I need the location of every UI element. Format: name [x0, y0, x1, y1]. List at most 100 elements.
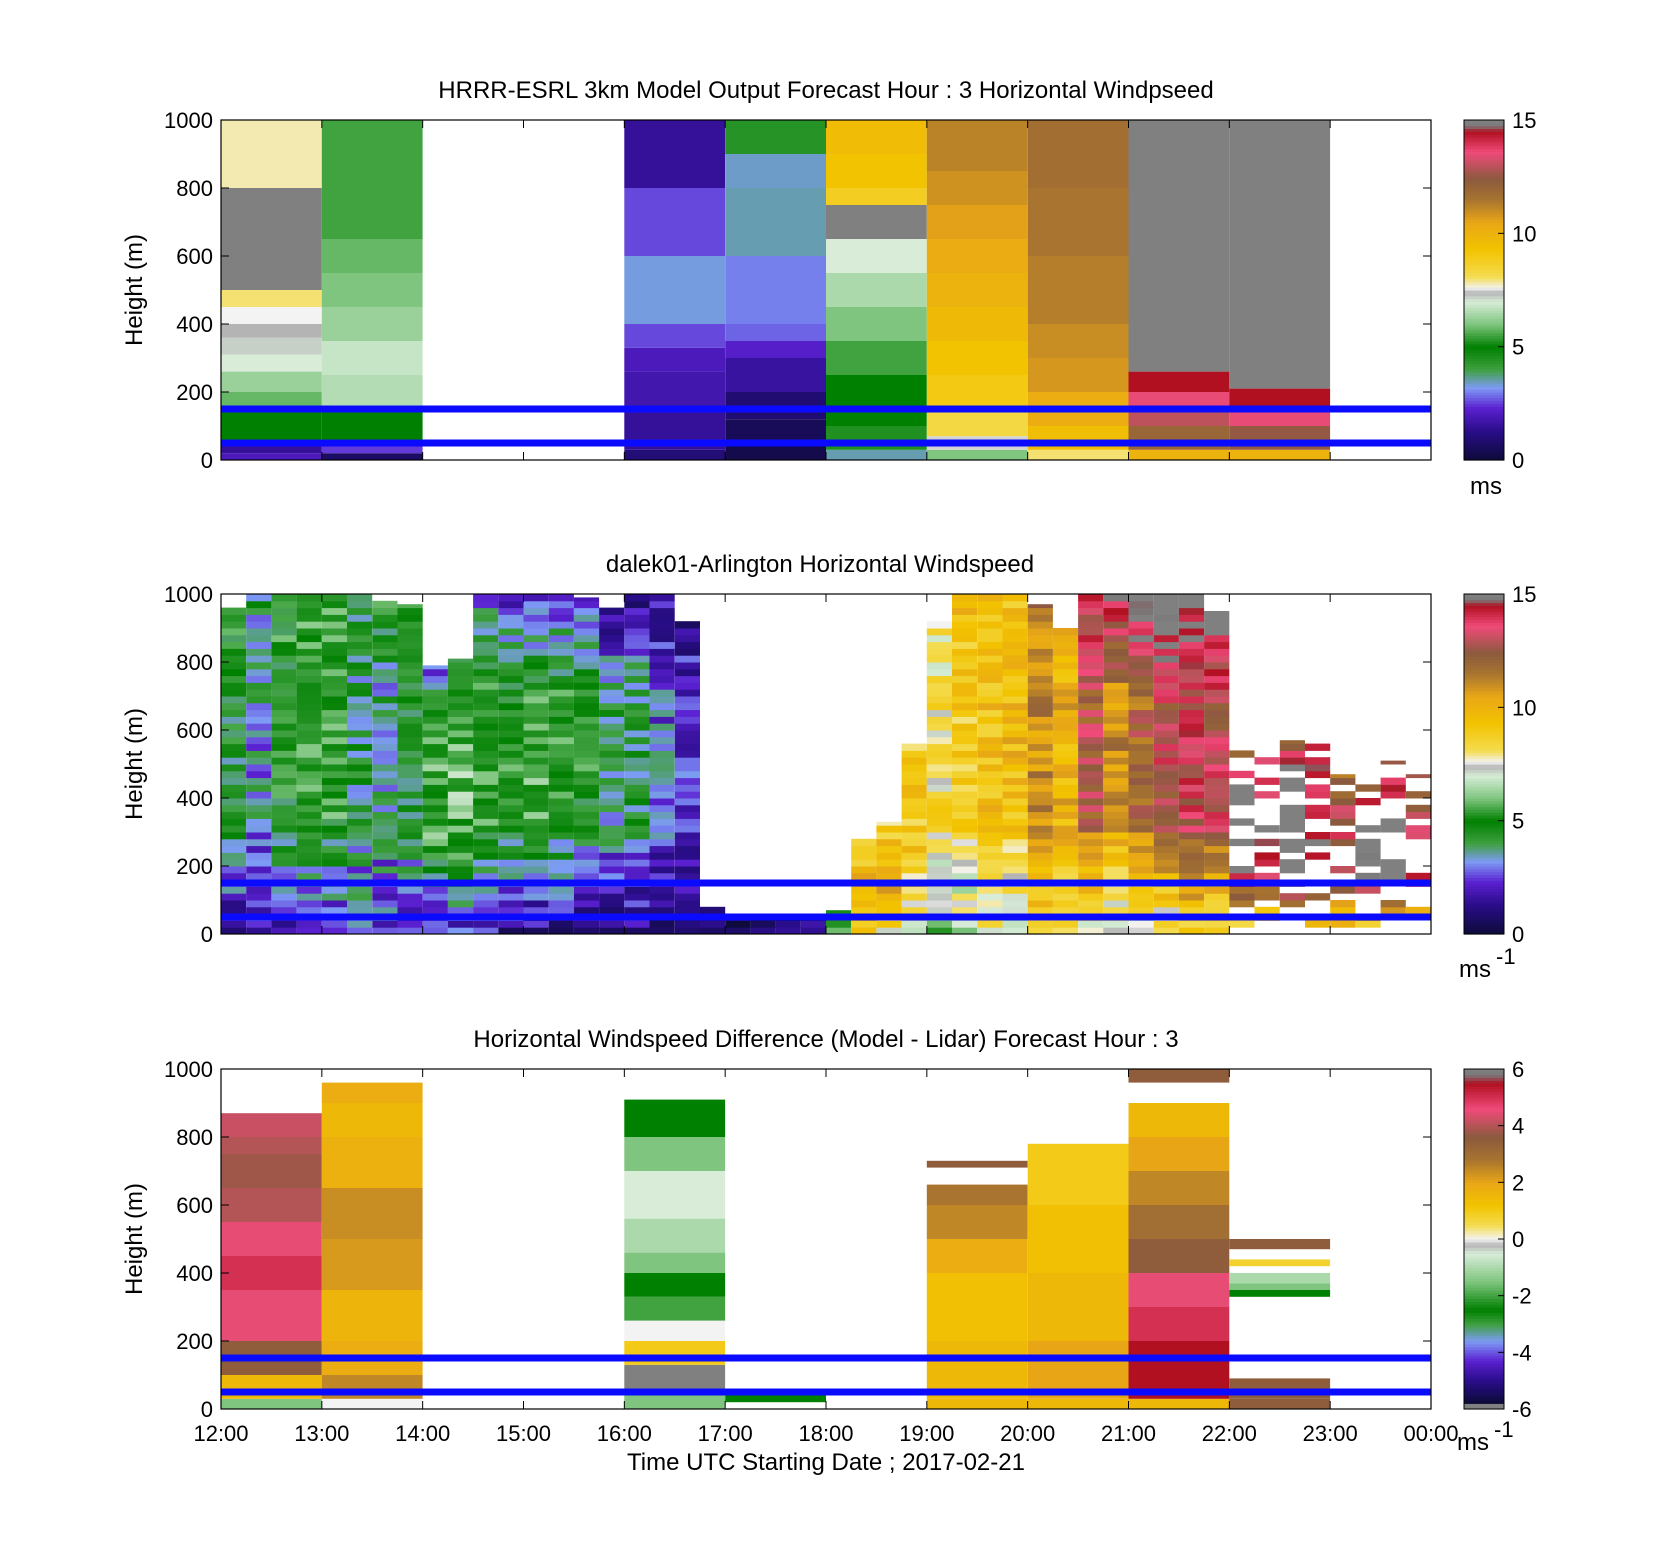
- panel-2-gate-c37-m700: [1153, 689, 1179, 697]
- panel-2-gate-c9-m440: [447, 777, 474, 785]
- panel-1-cell-c7-s4: [1128, 371, 1230, 392]
- panel-2-gate-c2-m840: [271, 641, 297, 649]
- panel-2-gate-c45-m260: [1355, 838, 1381, 847]
- panel-1-colorbar-slice-38: [1464, 349, 1504, 353]
- panel-2-gate-c32-m220: [1027, 852, 1053, 860]
- panel-1-colorbar-slice-49: [1464, 318, 1504, 322]
- panel-2-gate-c14-m540: [573, 743, 600, 751]
- panel-1-colorbar-slice-3: [1464, 448, 1504, 453]
- panel-2-gate-c17-m880: [649, 628, 675, 636]
- panel-2-gate-c5-m220: [347, 852, 373, 860]
- panel-2-gate-c18-m180: [674, 866, 700, 874]
- panel-2-gate-c8-m760: [422, 668, 448, 677]
- panel-2-gate-c0-m800: [221, 655, 247, 663]
- panel-2-gate-c2-m100: [271, 893, 297, 901]
- panel-2-gate-c12-m360: [523, 804, 549, 813]
- panel-2-gate-c18-m400: [674, 791, 700, 799]
- panel-2-gate-c11-m480: [498, 764, 524, 772]
- panel-2-gate-c13-m980: [548, 594, 574, 602]
- panel-2-gate-c3-m900: [296, 621, 322, 629]
- panel-2-gate-c33-m680: [1052, 696, 1079, 704]
- panel-2-gate-c36-m920: [1128, 614, 1154, 622]
- panel-3-ytick-label-400: 400: [176, 1261, 213, 1286]
- panel-2-gate-c3-m420: [296, 784, 322, 792]
- panel-2-gate-c13-m800: [548, 655, 574, 663]
- panel-2-gate-c31-m620: [1002, 716, 1028, 724]
- panel-2-gate-c11-m860: [498, 634, 524, 643]
- panel-1-cell-c1-s8: [321, 205, 423, 239]
- panel-2-gate-c18-m200: [674, 859, 700, 867]
- panel-2-gate-c17-m440: [649, 777, 675, 785]
- panel-2-gate-c34-m480: [1078, 764, 1104, 772]
- panel-2-gate-c39-m860: [1204, 634, 1230, 643]
- panel-2-gate-c27-m440: [901, 777, 927, 785]
- panel-2-gate-c18-m380: [674, 798, 700, 806]
- panel-2-gate-c37-m420: [1153, 784, 1179, 792]
- panel-2-gate-c9-m300: [447, 825, 474, 833]
- panel-3-title: Horizontal Windspeed Difference (Model -…: [473, 1026, 1178, 1053]
- panel-2-gate-c2-m540: [271, 743, 297, 751]
- panel-2-colorbar-slice-62: [1464, 755, 1504, 759]
- panel-2-gate-c18-m360: [674, 804, 700, 813]
- panel-2-gate-c18-m540: [674, 743, 700, 751]
- panel-3-cell-c1-s5: [321, 1188, 423, 1239]
- panel-2-gate-c8-m520: [422, 750, 448, 758]
- panel-2-gate-c27-m160: [901, 872, 927, 881]
- panel-2-gate-c3-m920: [296, 614, 322, 622]
- panel-2-gate-c8-m580: [422, 730, 448, 738]
- panel-2-gate-c13-m880: [548, 628, 574, 636]
- panel-2-gate-c7-m780: [397, 662, 423, 670]
- panel-2-gate-c4-m880: [321, 628, 347, 636]
- panel-2-colorbar-slice-20: [1464, 874, 1504, 878]
- panel-2-colorbar-slice-109: [1464, 622, 1504, 626]
- panel-2-gate-c38-m600: [1178, 723, 1205, 731]
- panel-1-colorbar-slice-19: [1464, 403, 1504, 407]
- panel-2-gate-c29-m400: [952, 791, 978, 799]
- panel-1-colorbar-slice-99: [1464, 176, 1504, 181]
- panel-2-gate-c35-m900: [1103, 621, 1129, 629]
- panel-2-gate-c1-m800: [246, 655, 272, 663]
- panel-2-gate-c35-m0: [1103, 927, 1129, 934]
- panel-1-cell-c0-s13: [221, 120, 322, 188]
- panel-2-gate-c41-m440: [1254, 777, 1280, 785]
- panel-2-gate-c22-m0: [775, 927, 801, 934]
- panel-2-gate-c15-m160: [599, 872, 625, 881]
- panel-2-gate-c45-m240: [1355, 845, 1381, 853]
- panel-2-gate-c28-m740: [926, 675, 952, 683]
- panel-2-gate-c28-m580: [926, 730, 952, 738]
- panel-2-gate-c38-m660: [1178, 702, 1205, 711]
- panel-2-gate-c9-m640: [447, 709, 474, 717]
- panel-2-gate-c39-m400: [1204, 791, 1230, 799]
- panel-2-gate-c11-m640: [498, 709, 524, 717]
- panel-2-gate-c16-m540: [624, 743, 650, 751]
- panel-2-gate-c29-m680: [952, 696, 978, 704]
- panel-2-gate-c36-m520: [1128, 750, 1154, 758]
- panel-2-gate-c37-m820: [1153, 648, 1179, 656]
- panel-2-gate-c8-m380: [422, 798, 448, 806]
- panel-3-xtick-label-0: 12:00: [193, 1421, 248, 1446]
- panel-2-gate-c39-m760: [1204, 668, 1230, 677]
- panel-2-gate-c39-m820: [1204, 648, 1230, 656]
- panel-2-gate-c6-m20: [372, 920, 398, 928]
- panel-1-colorbar-slice-41: [1464, 341, 1504, 345]
- panel-2-gate-c46-m160: [1380, 872, 1406, 881]
- panel-2-gate-c30-m520: [977, 750, 1003, 758]
- panel-2-gate-c44-m320: [1330, 818, 1356, 826]
- panel-2-gate-c11-m20: [498, 920, 524, 928]
- panel-1-cell-c0-s9: [221, 324, 322, 338]
- panel-1-colorbar-slice-87: [1464, 210, 1504, 215]
- panel-2-gate-c6-m460: [372, 770, 398, 779]
- panel-3-cell-c1-s7: [321, 1103, 423, 1137]
- panel-2-gate-c1-m920: [246, 614, 272, 622]
- panel-2-gate-c2-m880: [271, 628, 297, 636]
- panel-2-gate-c9-m480: [447, 764, 474, 772]
- panel-2-gate-c8-m780: [422, 665, 448, 670]
- panel-2-gate-c37-m320: [1153, 818, 1179, 826]
- panel-2-gate-c10-m560: [473, 736, 499, 745]
- panel-2-gate-c2-m860: [271, 634, 297, 643]
- panel-2-gate-c47-m400: [1405, 791, 1431, 799]
- panel-2-colorbar-slice-50: [1464, 789, 1504, 793]
- panel-2-gate-c4-m320: [321, 818, 347, 826]
- panel-2-gate-c0-m320: [221, 818, 247, 826]
- panel-2-gate-c27-m380: [901, 798, 927, 806]
